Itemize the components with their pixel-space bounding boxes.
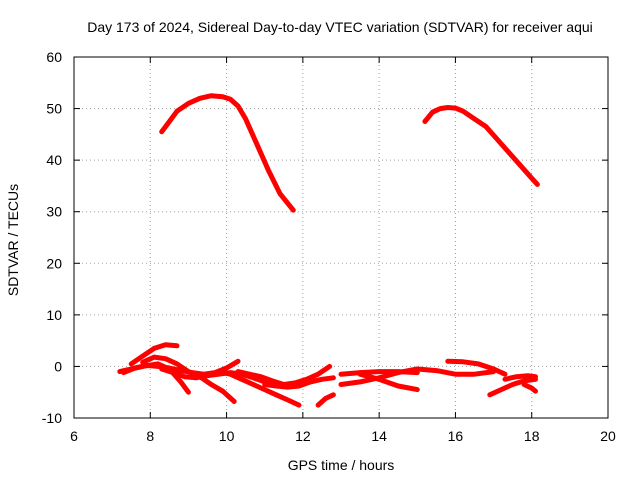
- x-tick-label: 12: [295, 428, 311, 444]
- series-arc-low-1: [128, 342, 180, 367]
- x-axis-label: GPS time / hours: [288, 457, 395, 473]
- x-tick-label: 6: [70, 428, 78, 444]
- y-tick-label: -10: [42, 410, 62, 426]
- series-arc-low-9: [315, 392, 336, 408]
- y-tick-label: 0: [54, 358, 62, 374]
- series-arc-low-4: [140, 354, 237, 404]
- series-arc-high-2: [422, 105, 540, 187]
- y-tick-label: 50: [46, 101, 62, 117]
- y-tick-label: 10: [46, 307, 62, 323]
- series-arc-low-3: [117, 361, 191, 395]
- plot-frame: [73, 56, 609, 419]
- x-tick-label: 14: [371, 428, 387, 444]
- x-tick-label: 16: [448, 428, 464, 444]
- y-tick-label: 20: [46, 255, 62, 271]
- series-arc-low-16: [521, 382, 538, 394]
- series-arc-low-12: [357, 371, 420, 393]
- y-tick-label: 40: [46, 152, 62, 168]
- y-tick-label: 60: [46, 49, 62, 65]
- series-arc-low-6: [216, 369, 302, 408]
- series-arc-low-5: [159, 366, 279, 386]
- series-arc-low-11: [338, 366, 497, 387]
- series-arc-low-15: [502, 373, 538, 382]
- chart-title: Day 173 of 2024, Sidereal Day-to-day VTE…: [87, 19, 593, 35]
- axis-ticks: 6 8 10 12 14 16 18 20 -10 0 10 20 30 40 50 60: [42, 49, 616, 444]
- plot-area: [117, 93, 540, 408]
- y-axis-label: SDTVAR / TECUs: [5, 184, 21, 296]
- x-tick-label: 20: [600, 428, 616, 444]
- series-arc-low-13: [445, 358, 508, 377]
- series-arc-low-14: [487, 376, 538, 398]
- y-tick-label: 30: [46, 204, 62, 220]
- x-tick-label: 8: [146, 428, 154, 444]
- x-tick-label: 10: [219, 428, 235, 444]
- series-arc-low-8: [262, 375, 336, 390]
- series-arc-high-1: [159, 93, 296, 213]
- x-tick-label: 18: [524, 428, 540, 444]
